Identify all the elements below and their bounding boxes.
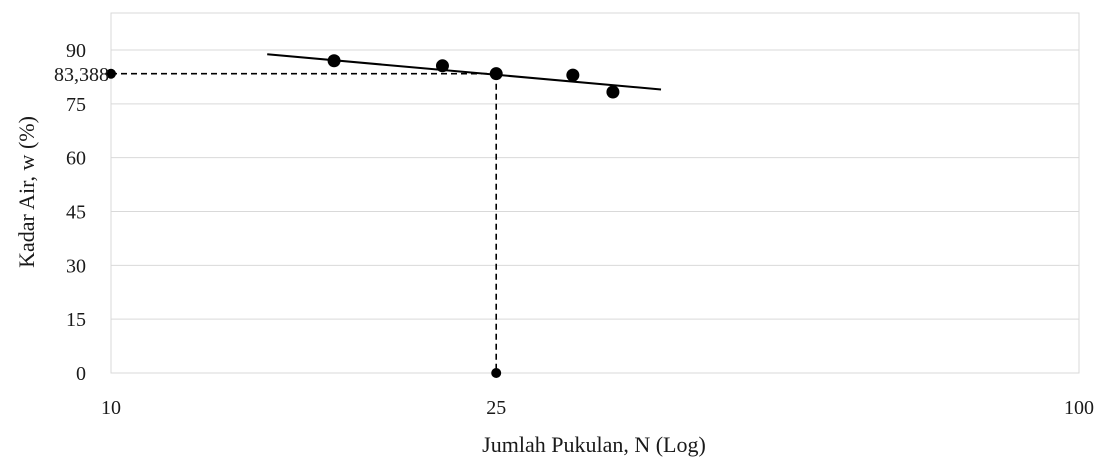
y-axis-label: Kadar Air, w (%)	[14, 116, 39, 268]
x-tick-label-100: 100	[1064, 397, 1094, 419]
x-axis-label: Jumlah Pukulan, N (Log)	[482, 432, 706, 457]
trendline	[267, 53, 662, 91]
y-tick-label-90: 90	[66, 40, 86, 62]
y-tick-label-0: 0	[76, 363, 86, 385]
trendline-group	[267, 53, 662, 91]
y-axis-ticks: 0 15 30 45 60 75 90	[66, 40, 86, 385]
data-point-5	[606, 85, 620, 99]
data-point-2	[435, 59, 449, 73]
y-tick-label-30: 30	[66, 255, 86, 277]
data-point-3	[489, 67, 503, 81]
gridlines	[110, 12, 1080, 374]
y-tick-label-60: 60	[66, 148, 86, 170]
x-tick-label-25: 25	[486, 397, 506, 419]
reference-value-label: 83,388	[54, 64, 109, 86]
y-tick-label-75: 75	[66, 94, 86, 116]
reference-marker-y-axis	[106, 68, 116, 79]
data-point-4	[566, 68, 580, 82]
y-tick-label-15: 15	[66, 309, 86, 331]
data-point-1	[327, 54, 341, 68]
x-tick-label-10: 10	[101, 397, 121, 419]
reference-marker-x-axis	[491, 368, 502, 378]
data-points	[327, 54, 620, 99]
y-tick-label-45: 45	[66, 202, 86, 224]
reference-lines	[106, 68, 502, 378]
x-axis-ticks: 10 25 100	[101, 397, 1094, 419]
